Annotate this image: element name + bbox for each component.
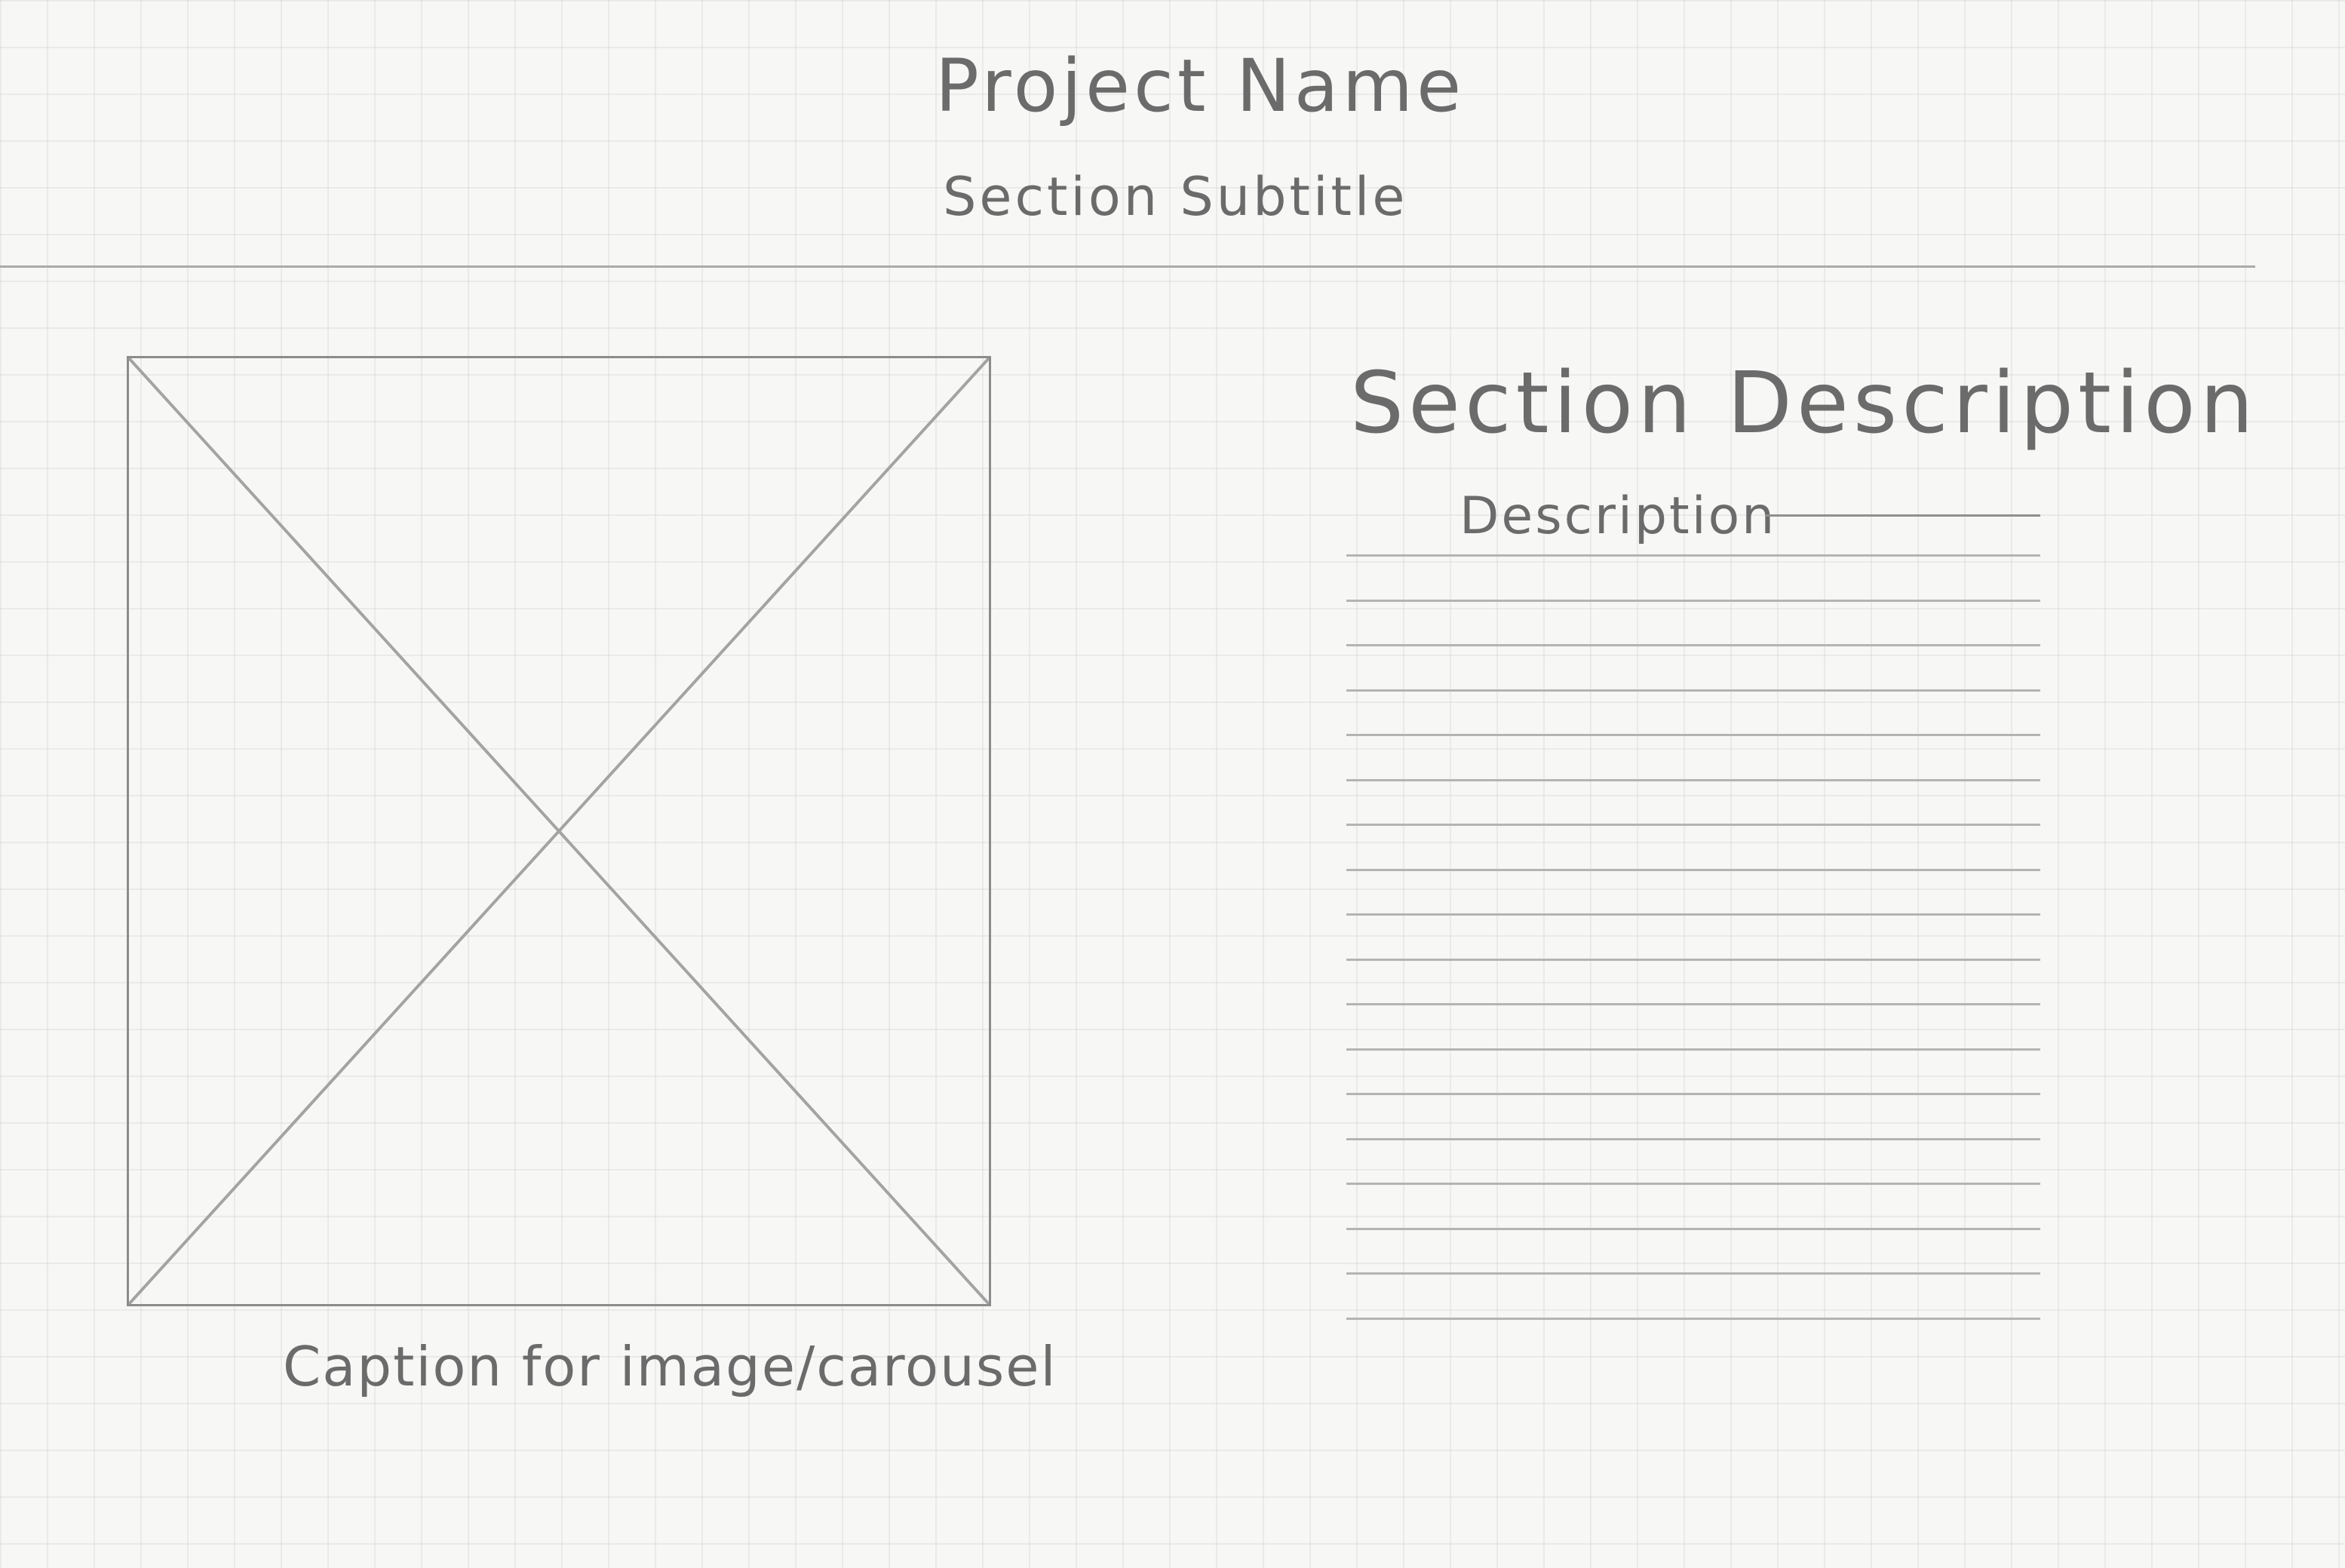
- description-text-line: [1346, 913, 2040, 916]
- description-text-line: [1346, 1138, 2040, 1140]
- description-text-line: [1346, 1183, 2040, 1185]
- description-text-line: [1346, 1272, 2040, 1275]
- description-text-line: [1346, 600, 2040, 602]
- header-divider: [0, 265, 2255, 268]
- image-placeholder[interactable]: [127, 356, 991, 1306]
- section-description-heading: Section Description: [1350, 354, 2258, 453]
- description-text-line: [1346, 734, 2040, 736]
- image-placeholder-cross-icon: [129, 358, 989, 1304]
- description-text-line: [1346, 869, 2040, 871]
- description-text-line: [1346, 1048, 2040, 1051]
- description-text-line: [1346, 1318, 2040, 1320]
- section-subtitle: Section Subtitle: [943, 166, 1408, 228]
- description-text-line: [1346, 644, 2040, 646]
- description-label: Description: [1459, 486, 1777, 546]
- image-caption: Caption for image/carousel: [283, 1335, 1057, 1398]
- description-text-line: [1346, 1228, 2040, 1230]
- description-text-line: [1346, 689, 2040, 692]
- description-text-line: [1346, 959, 2040, 961]
- description-label-underline: [1765, 514, 2040, 517]
- description-text-line: [1346, 554, 2040, 557]
- description-text-line: [1346, 1003, 2040, 1005]
- project-name-heading: Project Name: [935, 44, 1466, 128]
- description-text-line: [1346, 824, 2040, 826]
- description-text-line: [1346, 779, 2040, 781]
- description-text-line: [1346, 1093, 2040, 1095]
